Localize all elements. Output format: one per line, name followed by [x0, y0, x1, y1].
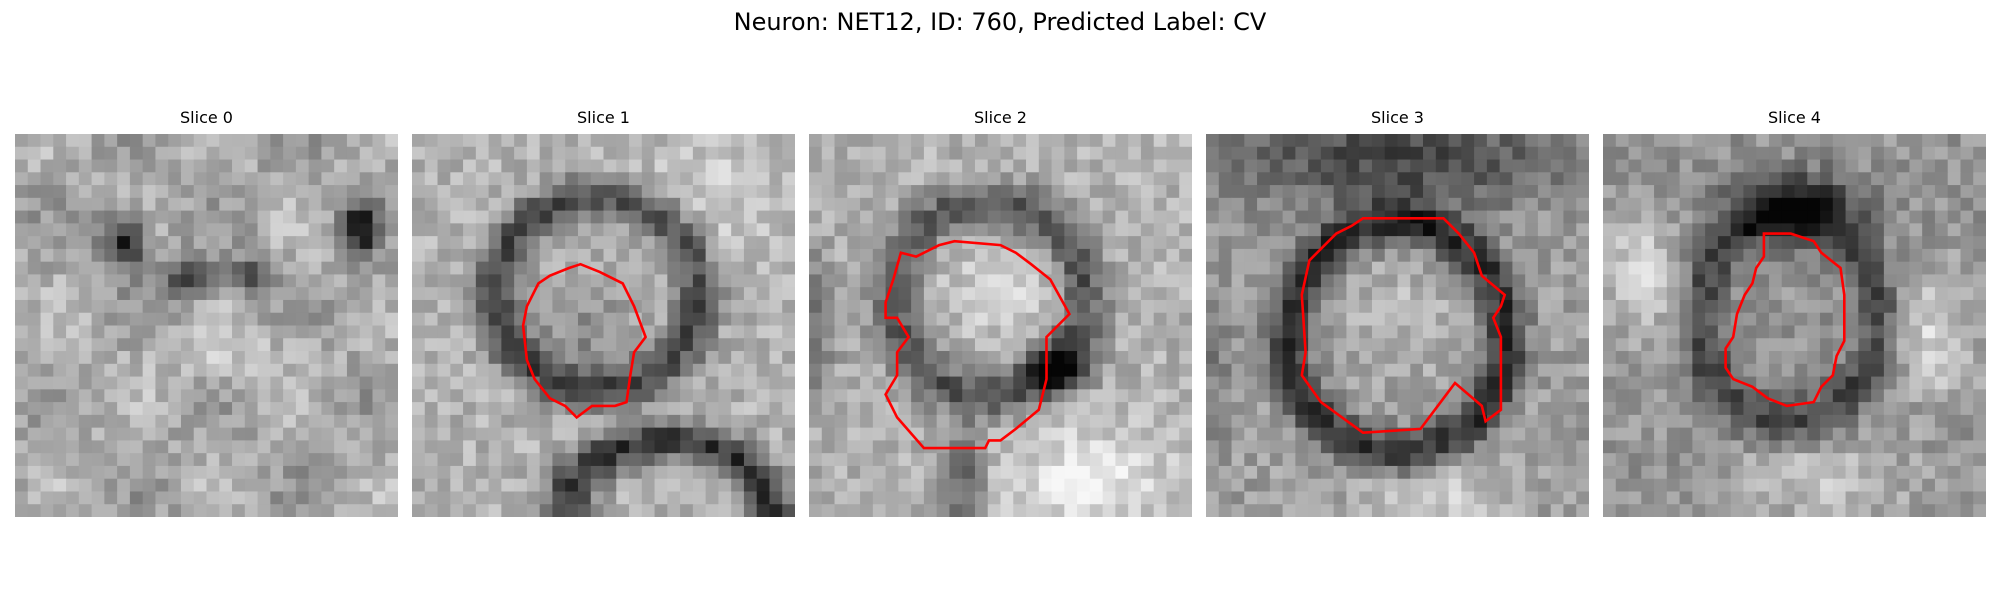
- slice-image: [1206, 134, 1589, 517]
- slice-image: [412, 134, 795, 517]
- panel-title: Slice 2: [974, 108, 1027, 127]
- segmentation-contour: [1300, 217, 1507, 435]
- segmentation-contour: [884, 239, 1072, 450]
- panel-title: Slice 1: [577, 108, 630, 127]
- panel-slice-1: Slice 1: [412, 108, 795, 517]
- pixel-grid: [809, 134, 1192, 517]
- pixel-grid: [15, 134, 398, 517]
- slice-image: [15, 134, 398, 517]
- panel-slice-0: Slice 0: [15, 108, 398, 517]
- pixel-grid: [1603, 134, 1986, 517]
- pixel-grid: [1206, 134, 1589, 517]
- panel-slice-4: Slice 4: [1603, 108, 1986, 517]
- figure-title: Neuron: NET12, ID: 760, Predicted Label:…: [733, 8, 1267, 36]
- panel-title: Slice 3: [1371, 108, 1424, 127]
- panel-slice-2: Slice 2: [809, 108, 1192, 517]
- panel-title: Slice 4: [1768, 108, 1821, 127]
- slice-image: [809, 134, 1192, 517]
- slice-image: [1603, 134, 1986, 517]
- panel-title: Slice 0: [180, 108, 233, 127]
- segmentation-contour: [521, 262, 648, 420]
- pixel-grid: [412, 134, 795, 517]
- panel-slice-3: Slice 3: [1206, 108, 1589, 517]
- segmentation-contour: [1724, 232, 1846, 408]
